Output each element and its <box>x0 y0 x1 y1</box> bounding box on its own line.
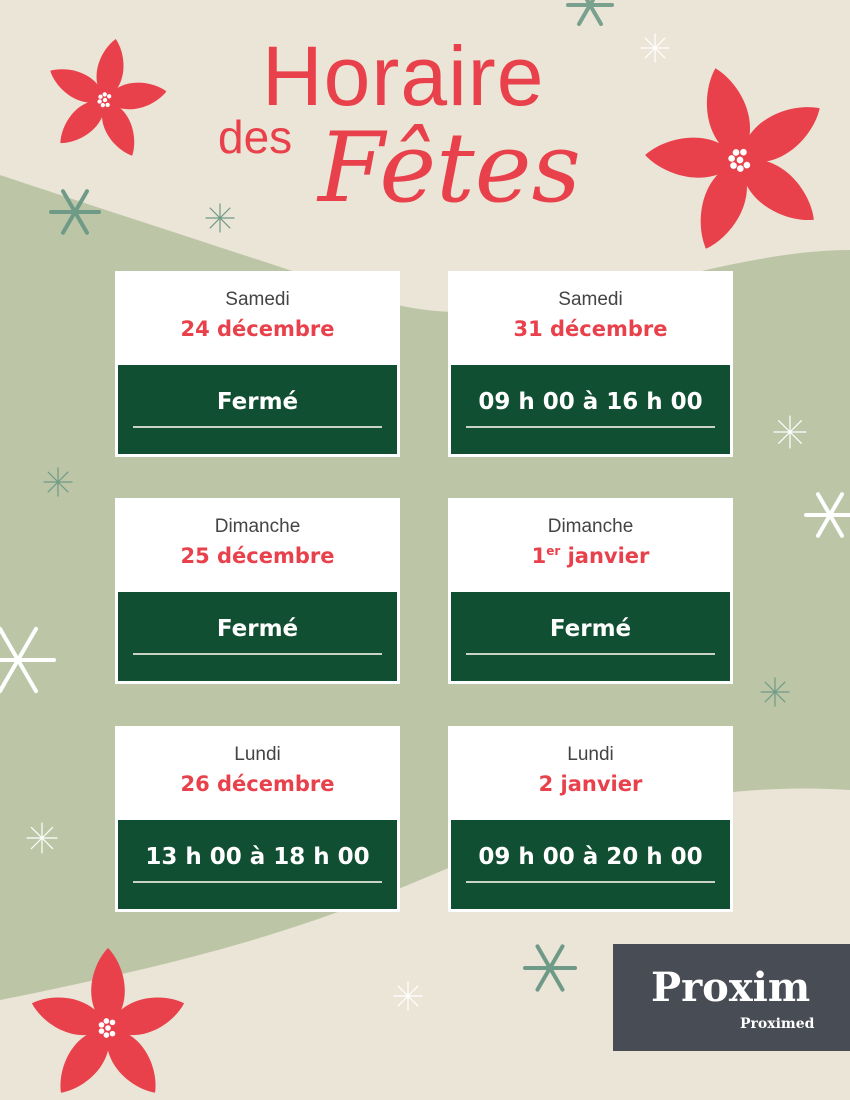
divider <box>133 881 382 883</box>
date-label: 26 décembre <box>180 772 335 796</box>
divider <box>466 653 715 655</box>
date-label: 1er janvier <box>448 544 733 568</box>
flower-center-dot <box>105 102 110 108</box>
hours-text: Fermé <box>216 616 299 642</box>
title-fetes: Fêtes <box>318 112 581 224</box>
petal <box>108 997 185 1036</box>
snowflake-icon <box>393 981 423 1011</box>
petal <box>106 1028 156 1093</box>
petal <box>50 69 105 103</box>
poinsettia-icon <box>645 68 820 249</box>
snowflake-icon <box>49 189 101 235</box>
flower-center-dot <box>107 94 112 99</box>
flower-center-dot <box>109 1019 116 1026</box>
snowflake-icon <box>26 822 58 854</box>
day-label: Dimanche <box>214 516 301 537</box>
date-label: 2 janvier <box>538 772 643 796</box>
flower-center-dot <box>98 1022 105 1028</box>
petal <box>105 82 167 110</box>
petal <box>60 99 106 144</box>
day-label: Samedi <box>225 289 290 310</box>
date-label: 25 décembre <box>180 544 335 568</box>
petal <box>740 107 820 163</box>
flower-center-dot <box>97 99 102 104</box>
flower-center-dot <box>736 156 744 164</box>
schedule-card: Samedi 24 décembre Fermé <box>115 271 400 457</box>
petal <box>645 137 740 178</box>
snowflake-icon <box>773 415 807 449</box>
logo-sub-brand: Proximed <box>740 1016 815 1032</box>
day-label: Lundi <box>234 744 281 765</box>
date-superscript: er <box>546 544 561 558</box>
divider <box>466 881 715 883</box>
petal <box>700 160 747 249</box>
hours-panel: Fermé <box>118 365 397 454</box>
hours-panel: 09 h 00 à 20 h 00 <box>451 820 730 909</box>
schedule-card: Lundi 26 décembre 13 h 00 à 18 h 00 <box>115 726 400 912</box>
title-horaire: Horaire <box>262 29 545 123</box>
petal <box>60 1028 110 1093</box>
petal <box>706 68 750 160</box>
date-month: janvier <box>560 544 650 568</box>
hours-text: 09 h 00 à 16 h 00 <box>478 389 703 415</box>
petal <box>91 948 125 1028</box>
flower-center-dot <box>743 161 751 169</box>
hours-text: Fermé <box>216 389 299 415</box>
petal <box>96 38 124 100</box>
snowflake-icon <box>640 33 670 63</box>
hours-text: 09 h 00 à 20 h 00 <box>478 844 703 870</box>
divider <box>466 426 715 428</box>
snowflake-icon <box>43 467 73 497</box>
flower-center-dot <box>98 1028 105 1034</box>
snowflake-icon <box>760 677 790 707</box>
snowflake-icon <box>566 0 614 27</box>
flower-center-dot <box>102 92 107 97</box>
logo-brand: Proxim <box>651 964 811 1011</box>
title-des: des <box>218 111 293 163</box>
flower-center-dot <box>103 1018 110 1024</box>
date-number: 1 <box>531 544 547 568</box>
date-label: 31 décembre <box>513 317 668 341</box>
hours-panel: Fermé <box>118 592 397 681</box>
flower-center-dot <box>728 155 735 162</box>
hours-text: Fermé <box>549 616 632 642</box>
flower-center-dot <box>100 102 106 108</box>
day-label: Dimanche <box>547 516 634 537</box>
flower-center-dot <box>109 1030 116 1037</box>
day-label: Lundi <box>567 744 614 765</box>
snowflake-icon <box>205 203 235 233</box>
poinsettia-icon <box>31 948 185 1093</box>
hours-panel: 13 h 00 à 18 h 00 <box>118 820 397 909</box>
schedule-card: Dimanche 25 décembre Fermé <box>115 498 400 684</box>
petal <box>101 100 135 156</box>
flower-center-dot <box>102 97 108 103</box>
flower-center-dot <box>740 148 747 156</box>
flower-center-dot <box>730 162 737 169</box>
proxim-logo: Proxim Proximed <box>613 944 850 1051</box>
divider <box>133 426 382 428</box>
flower-center-dot <box>732 149 740 156</box>
flower-center-dot <box>105 1025 111 1031</box>
schedule-card: Samedi 31 décembre 09 h 00 à 16 h 00 <box>448 271 733 457</box>
date-label: 24 décembre <box>180 317 335 341</box>
flower-center-dot <box>736 165 744 172</box>
day-label: Samedi <box>558 289 623 310</box>
hours-panel: Fermé <box>451 592 730 681</box>
schedule-card: Dimanche 1er janvier Fermé <box>448 498 733 684</box>
flower-center-dot <box>98 94 103 99</box>
flower-center-dot <box>103 1032 110 1038</box>
hours-text: 13 h 00 à 18 h 00 <box>145 844 370 870</box>
poinsettia-icon <box>50 38 167 156</box>
divider <box>133 653 382 655</box>
petal <box>31 997 108 1036</box>
petal <box>740 159 814 221</box>
snowflake-icon <box>523 944 577 992</box>
snowflake-icon <box>804 492 850 538</box>
hours-panel: 09 h 00 à 16 h 00 <box>451 365 730 454</box>
schedule-card: Lundi 2 janvier 09 h 00 à 20 h 00 <box>448 726 733 912</box>
snowflake-icon <box>0 626 56 694</box>
